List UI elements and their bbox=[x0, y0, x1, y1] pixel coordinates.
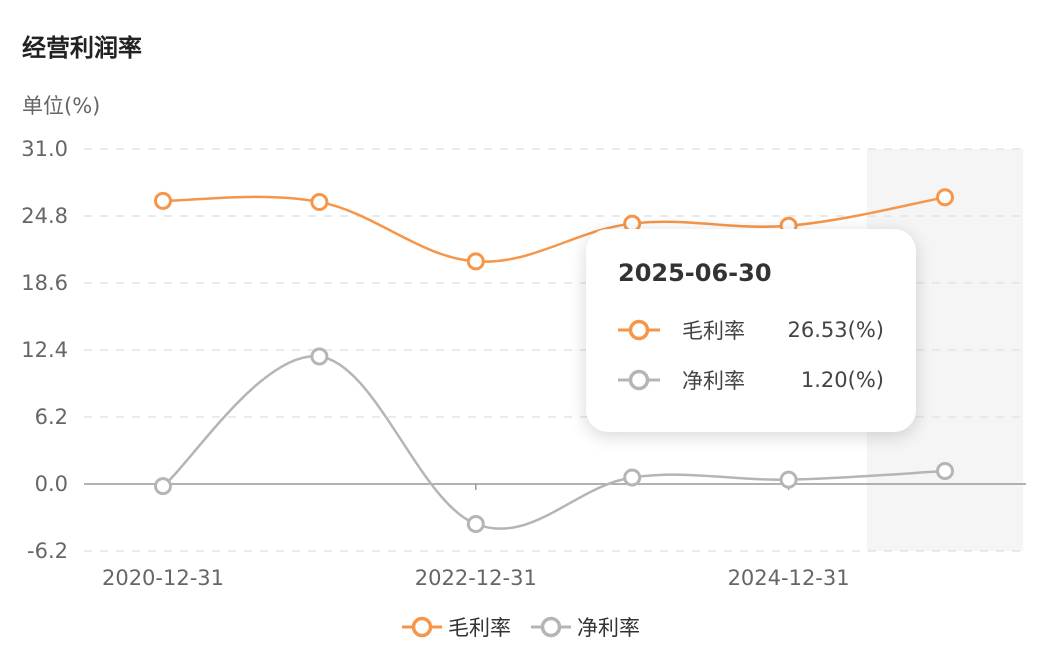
legend: 毛利率 净利率 bbox=[0, 612, 1042, 642]
data-point[interactable] bbox=[936, 462, 954, 481]
tooltip-series-value: 1.20(%) bbox=[800, 368, 884, 392]
legend-item-net[interactable]: 净利率 bbox=[531, 612, 640, 642]
x-tick-label: 2020-12-31 bbox=[102, 566, 224, 590]
data-point[interactable] bbox=[466, 514, 485, 533]
tooltip-series-name: 净利率 bbox=[682, 369, 745, 393]
circle-line-icon bbox=[618, 369, 660, 391]
y-tick-label: 6.2 bbox=[35, 405, 68, 429]
y-tick-label: 31.0 bbox=[21, 137, 68, 161]
data-point[interactable] bbox=[154, 191, 172, 210]
circle-line-icon bbox=[531, 616, 571, 638]
circle-line-icon bbox=[618, 319, 660, 341]
data-point[interactable] bbox=[466, 252, 485, 271]
unit-label: 单位(%) bbox=[22, 94, 101, 118]
tooltip-row-net: 净利率 1.20(%) bbox=[618, 355, 884, 405]
data-point[interactable] bbox=[154, 477, 172, 496]
tooltip-series-name: 毛利率 bbox=[682, 319, 745, 343]
legend-label: 毛利率 bbox=[448, 616, 511, 640]
y-tick-label: 24.8 bbox=[21, 204, 68, 228]
tooltip-date: 2025-06-30 bbox=[618, 259, 772, 287]
data-point[interactable] bbox=[310, 192, 329, 211]
y-tick-label: -6.2 bbox=[27, 539, 68, 563]
series-line-0 bbox=[162, 195, 946, 263]
x-tick-label: 2024-12-31 bbox=[728, 566, 850, 590]
data-point[interactable] bbox=[779, 470, 798, 489]
circle-line-icon bbox=[402, 616, 442, 638]
tooltip-row-gross: 毛利率 26.53(%) bbox=[618, 305, 884, 355]
chart-title: 经营利润率 bbox=[22, 34, 142, 62]
legend-item-gross[interactable]: 毛利率 bbox=[402, 612, 511, 642]
y-tick-label: 0.0 bbox=[35, 472, 68, 496]
y-tick-label: 12.4 bbox=[21, 338, 68, 362]
legend-label: 净利率 bbox=[577, 616, 640, 640]
x-tick-label: 2022-12-31 bbox=[415, 566, 537, 590]
data-point[interactable] bbox=[623, 468, 642, 487]
data-point[interactable] bbox=[936, 188, 954, 207]
tooltip-series-value: 26.53(%) bbox=[787, 318, 884, 342]
y-tick-label: 18.6 bbox=[21, 271, 68, 295]
tooltip: 2025-06-30 毛利率 26.53(%) 净利率 1.20(%) bbox=[586, 229, 916, 432]
data-point[interactable] bbox=[310, 347, 329, 366]
